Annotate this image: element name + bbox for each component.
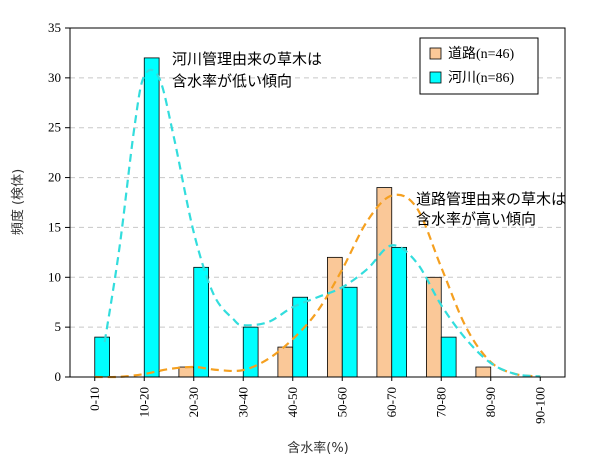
legend-swatch-river	[429, 71, 442, 84]
y-tick-label: 30	[48, 70, 61, 85]
x-tick-label: 80-90	[483, 387, 498, 417]
y-tick-label: 0	[55, 369, 62, 384]
legend: 道路(n=46) 河川(n=86)	[419, 37, 539, 95]
x-tick-label: 70-80	[433, 387, 448, 417]
bar-river	[193, 266, 210, 378]
legend-label-river: 河川(n=86)	[448, 70, 515, 86]
bar-river	[391, 246, 408, 378]
y-tick-label: 15	[48, 219, 61, 234]
bar-river	[242, 326, 259, 378]
x-tick-label: 30-40	[235, 387, 250, 417]
x-tick-label: 0-10	[87, 387, 102, 411]
legend-frame	[419, 37, 539, 95]
bar-river	[341, 286, 358, 378]
legend-swatch-road	[429, 47, 442, 60]
bar-road	[376, 187, 393, 378]
legend-label-road: 道路(n=46)	[448, 46, 515, 62]
bar-river	[94, 336, 111, 378]
trend-line-river	[103, 68, 541, 378]
bar-river	[143, 57, 160, 378]
y-axis-ticks: 0 5 10 15 20 25 30 35	[48, 20, 70, 384]
x-axis-ticks: 0-10 10-20 20-30 30-40 40-50 50-60 60-70 70-80 8…	[87, 377, 547, 424]
bar-road	[475, 366, 492, 378]
trend-lines	[94, 68, 541, 379]
y-tick-label: 5	[55, 319, 62, 334]
bars	[94, 57, 492, 378]
x-tick-label: 40-50	[285, 387, 300, 417]
x-tick-label: 10-20	[136, 387, 151, 417]
x-tick-label: 50-60	[334, 387, 349, 417]
x-tick-label: 90-100	[532, 387, 547, 424]
y-tick-label: 35	[48, 20, 61, 35]
annotation-road-line1: 道路管理由来の草木は	[416, 190, 566, 208]
y-tick-label: 25	[48, 120, 61, 135]
y-axis-title: 頻度 (検体)	[10, 169, 26, 235]
plot-area-frame	[69, 27, 566, 378]
y-tick-label: 20	[48, 170, 61, 185]
annotation-river-line2: 含水率が低い傾向	[172, 72, 292, 90]
annotation-river-line1: 河川管理由来の草木は	[172, 50, 322, 68]
bar-road	[178, 366, 195, 378]
x-tick-label: 20-30	[186, 387, 201, 417]
x-tick-label: 60-70	[384, 387, 399, 417]
y-tick-label: 10	[48, 269, 61, 284]
bar-road	[277, 346, 294, 378]
annotation-road-line2: 含水率が高い傾向	[416, 210, 536, 228]
x-axis-title: 含水率(%)	[287, 440, 349, 456]
bar-river	[440, 336, 457, 378]
